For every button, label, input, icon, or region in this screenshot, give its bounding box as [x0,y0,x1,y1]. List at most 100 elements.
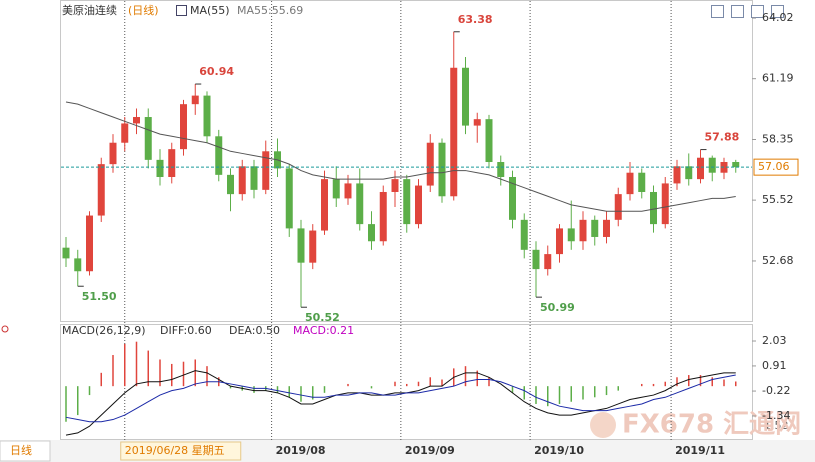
candle-body [332,179,340,199]
y-tick-label: 55.52 [762,193,794,206]
x-tick-label: 2019/09 [405,444,455,457]
panel-icon [1,325,9,333]
candle-body [356,183,364,225]
candle-body [497,162,505,177]
candle-body [309,230,317,263]
tool-button[interactable] [771,5,784,18]
y-tick-label: -0.22 [762,384,790,397]
symbol: 美原油连续 [62,3,117,17]
candle-body [626,172,634,195]
candle-body [297,228,305,263]
cursor-label: 2019/06/28 星期五 [125,444,225,457]
watermark-logo [590,412,616,438]
candle-body [379,191,387,242]
candle-body [603,219,610,237]
macd-min-label: -1.52 [760,419,788,432]
candle-body [109,142,117,165]
candle-body [180,104,187,150]
candle-body [250,166,258,190]
candle-body [133,117,140,124]
period: (日线) [128,3,159,17]
watermark: FX678 汇通网 [622,410,801,440]
candle-body [520,219,528,250]
y-tick-label: 52.68 [762,254,794,267]
candle-body [673,166,681,184]
candle-body [62,247,70,259]
candle-body [238,166,246,195]
toolbar[interactable] [711,5,784,18]
candle-body [544,254,552,270]
candle-body [462,67,469,126]
candle-body [614,194,622,220]
candle-body [509,176,516,220]
dea-line [65,374,736,423]
y-tick-label: -1.34 [762,409,790,422]
candle-body [591,219,599,237]
candle-body [144,117,152,160]
tool-button[interactable] [751,5,764,18]
candle-body [697,157,704,180]
candle-body [532,249,540,270]
candle-body [708,157,716,173]
ma-value: MA55:55.69 [237,4,303,17]
period-tab-label[interactable]: 日线 [10,443,32,457]
ma-line [65,101,736,212]
y-tick-label: 0.91 [762,359,787,372]
diff-line [65,370,736,436]
last-price-label: 57.06 [758,160,790,173]
dea-label: DEA:0.50 [229,324,280,337]
candle-body [262,151,270,190]
candle-body [168,149,176,177]
candle-body [97,164,105,216]
candle-body [156,159,164,177]
tool-button[interactable] [731,5,744,18]
macd-panel [60,324,753,440]
candle-body [403,179,411,225]
candle-body [567,228,575,242]
candle-body [650,191,657,225]
candle-body [368,224,375,242]
candle-body [473,119,481,126]
candle-body [438,142,446,197]
candle-body [426,142,434,186]
candle-body [321,179,328,231]
candle-body [203,95,211,137]
annotation: 50.99 [540,301,575,314]
candle-body [121,123,129,143]
candle-body [191,95,199,105]
candle-body [227,174,234,195]
ma-icon [176,5,187,16]
cursor-box [120,441,242,461]
candle-body [415,185,422,225]
last-price-box [753,158,799,176]
annotation: 51.50 [82,290,117,303]
candle-body [215,136,223,175]
x-tick-label: 2019/11 [675,444,725,457]
y-tick-label: 2.03 [762,334,787,347]
candle-body [86,215,93,272]
y-tick-label: 64.02 [762,11,794,24]
candle-body [732,162,740,168]
macd-title: MACD(26,12,9) [62,324,146,337]
period-tab[interactable] [0,440,51,462]
candle-body [74,258,82,272]
candle-body [391,179,399,192]
annotation: 63.38 [458,13,493,26]
x-tick-label: 2019/10 [534,444,584,457]
annotation: 50.52 [305,311,340,324]
y-tick-label: 58.35 [762,133,794,146]
candle-body [450,67,458,197]
annotation: 60.94 [199,65,234,78]
candle-body [579,219,587,242]
x-tick-label: 2019/08 [276,444,326,457]
candle-body [638,172,646,192]
ma-name: MA(55) [190,4,230,17]
annotation: 57.88 [705,131,740,144]
candle-body [685,166,693,180]
candle-body [661,183,669,225]
macd-label: MACD:0.21 [293,324,354,337]
tool-button[interactable] [711,5,724,18]
candle-body [556,228,563,255]
price-panel [60,0,753,322]
